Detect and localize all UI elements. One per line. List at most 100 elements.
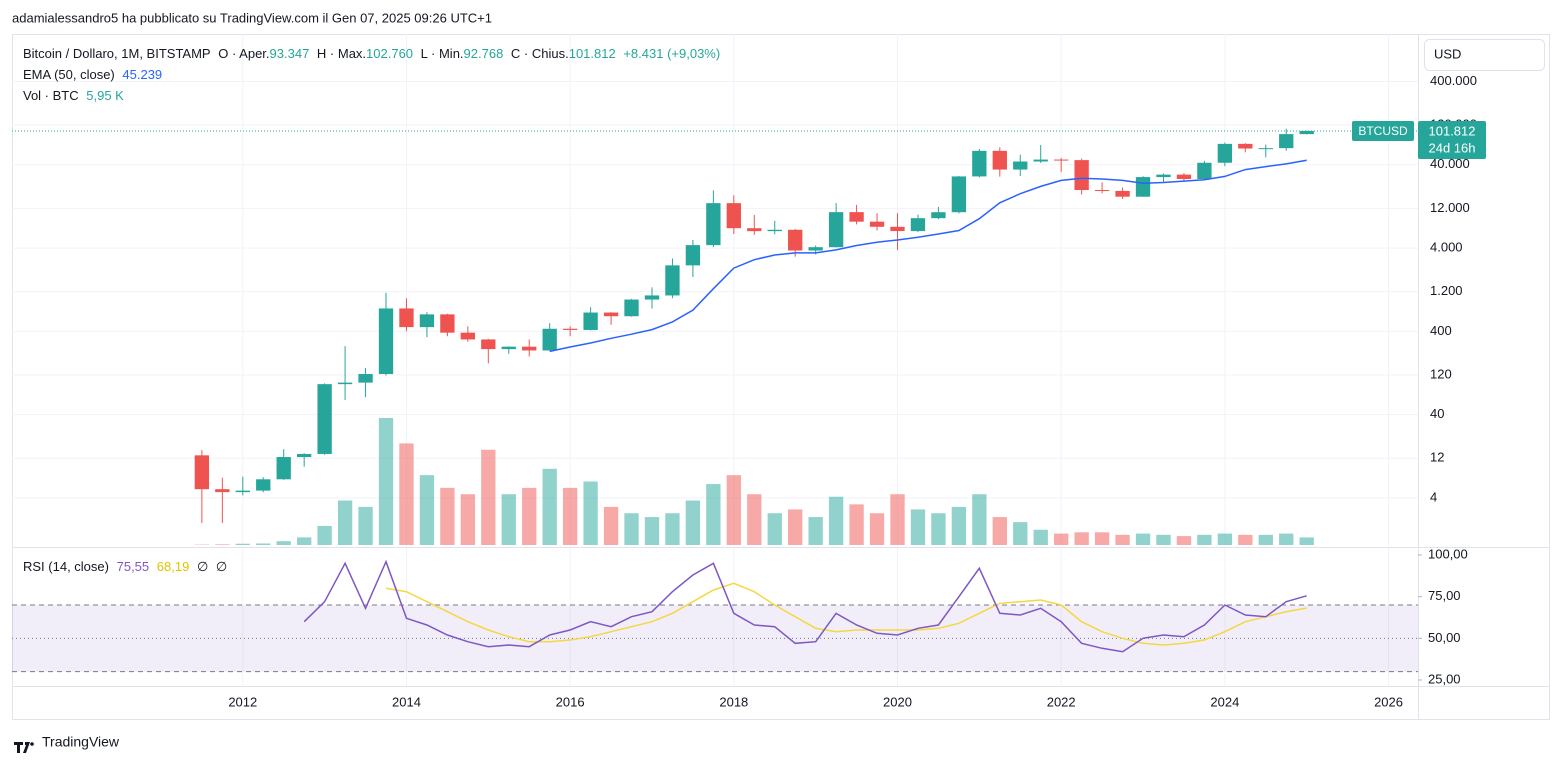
rsi-band-fill [12, 605, 1418, 672]
ema-line [549, 159, 1307, 353]
countdown: 24d 16h [1429, 140, 1476, 155]
rsi-tick-label: 75,00 [1428, 588, 1461, 603]
volume-bar [481, 449, 496, 545]
ohlc-key: O · Aper. [218, 46, 270, 61]
volume-bar [1197, 534, 1212, 545]
ohlc-key: L · Min. [420, 46, 464, 61]
candle-body [685, 245, 701, 266]
rsi-tick-label: 100,00 [1428, 546, 1468, 561]
candle-body [194, 455, 210, 490]
tv-logo-dot [30, 742, 34, 746]
candle-body [358, 374, 373, 383]
published-line: adamialessandro5 ha pubblicato su Tradin… [12, 10, 492, 25]
volume-bar [1238, 534, 1253, 545]
candle-body [1299, 130, 1314, 135]
candle-body [644, 295, 660, 300]
volume-bar [460, 494, 476, 545]
rsi-na: ∅ [196, 559, 209, 574]
candle-body [1135, 177, 1151, 197]
x-tick-label: 2016 [556, 694, 585, 709]
low-value: 92.768 [463, 46, 504, 61]
volume-bar [706, 484, 721, 545]
volume-bar [1074, 532, 1089, 545]
candle-body [808, 247, 823, 251]
candle-body [460, 332, 476, 340]
candle-body [788, 229, 803, 251]
candle-body [624, 299, 639, 317]
candle-body [399, 308, 414, 328]
candle-body [1238, 143, 1253, 149]
volume-name: Vol · BTC [23, 88, 79, 103]
candle-body [931, 212, 946, 219]
rsi-ma-value: 68,19 [156, 559, 190, 574]
volume-bar [1033, 529, 1048, 545]
volume-bar [419, 475, 435, 545]
y-tick-label: 400 [1430, 323, 1452, 338]
candle-body [706, 203, 721, 246]
x-tick-label: 2012 [228, 694, 257, 709]
x-tick-label: 2018 [719, 694, 748, 709]
candle-body [501, 346, 516, 350]
candle-body [1279, 134, 1294, 149]
candle-body [276, 457, 291, 480]
volume-bar [1258, 534, 1273, 545]
volume-bar [276, 541, 291, 545]
candle-body [419, 314, 435, 328]
candle-body [256, 479, 271, 491]
candle-body [1258, 148, 1273, 150]
y-tick-label: 4.000 [1430, 240, 1463, 255]
volume-bar [788, 509, 803, 545]
candle-body [828, 212, 844, 248]
currency-label[interactable]: USD [1434, 46, 1461, 61]
candle-body [890, 226, 905, 232]
close-value: 101.812 [568, 46, 616, 61]
volume-value: 5,95 K [86, 88, 124, 103]
tv-logo [14, 742, 30, 753]
volume-bar [235, 543, 250, 545]
symbol: Bitcoin / Dollaro, 1M, BITSTAMP [23, 46, 211, 61]
candle-body [747, 228, 762, 232]
ticker-tag [1352, 120, 1414, 141]
rsi-name: RSI (14, close) [23, 559, 109, 574]
volume-bar [583, 481, 598, 545]
candle-body [1197, 162, 1212, 180]
candle-body [1033, 159, 1048, 162]
open-value: 93.347 [269, 46, 310, 61]
volume-bar [828, 496, 844, 545]
volume-bar [951, 506, 967, 545]
currency-button[interactable] [1424, 39, 1545, 71]
rsi-tick-label: 25,00 [1428, 671, 1461, 686]
legend-main: Bitcoin / Dollaro, 1M, BITSTAMP O · Aper… [23, 46, 724, 61]
x-tick-label: 2026 [1374, 694, 1403, 709]
x-tick-label: 2014 [392, 694, 421, 709]
y-tick-label: 1.200 [1430, 283, 1463, 298]
legend-rsi: RSI (14, close) 75,55 68,19 ∅ ∅ [23, 559, 231, 575]
y-tick-label: 40.000 [1430, 156, 1470, 171]
candle-body [317, 384, 332, 454]
volume-bar [808, 517, 823, 545]
volume-bar [1115, 534, 1130, 545]
volume-bar [747, 494, 762, 545]
volume-bar [726, 475, 741, 545]
volume-bar [378, 418, 394, 545]
volume-bar [869, 513, 885, 545]
candle-body [1074, 160, 1089, 191]
volume-bar [399, 443, 414, 545]
rsi-value: 75,55 [116, 559, 150, 574]
volume-bar [1013, 522, 1028, 545]
y-tick-label: 4 [1430, 489, 1437, 504]
volume-bar [931, 513, 946, 545]
ticker-label: BTCUSD [1358, 124, 1408, 138]
volume-bar [603, 506, 619, 545]
rsi-na: ∅ [215, 559, 228, 574]
volume-bar [522, 487, 537, 545]
volume-bar [849, 504, 864, 545]
volume-bar [890, 494, 905, 545]
candle-body [378, 308, 394, 375]
candle-body [992, 150, 1007, 170]
candle-body [235, 490, 250, 493]
chart-frame [12, 34, 1550, 720]
x-tick-label: 2024 [1210, 694, 1239, 709]
volume-bar [1279, 533, 1294, 545]
